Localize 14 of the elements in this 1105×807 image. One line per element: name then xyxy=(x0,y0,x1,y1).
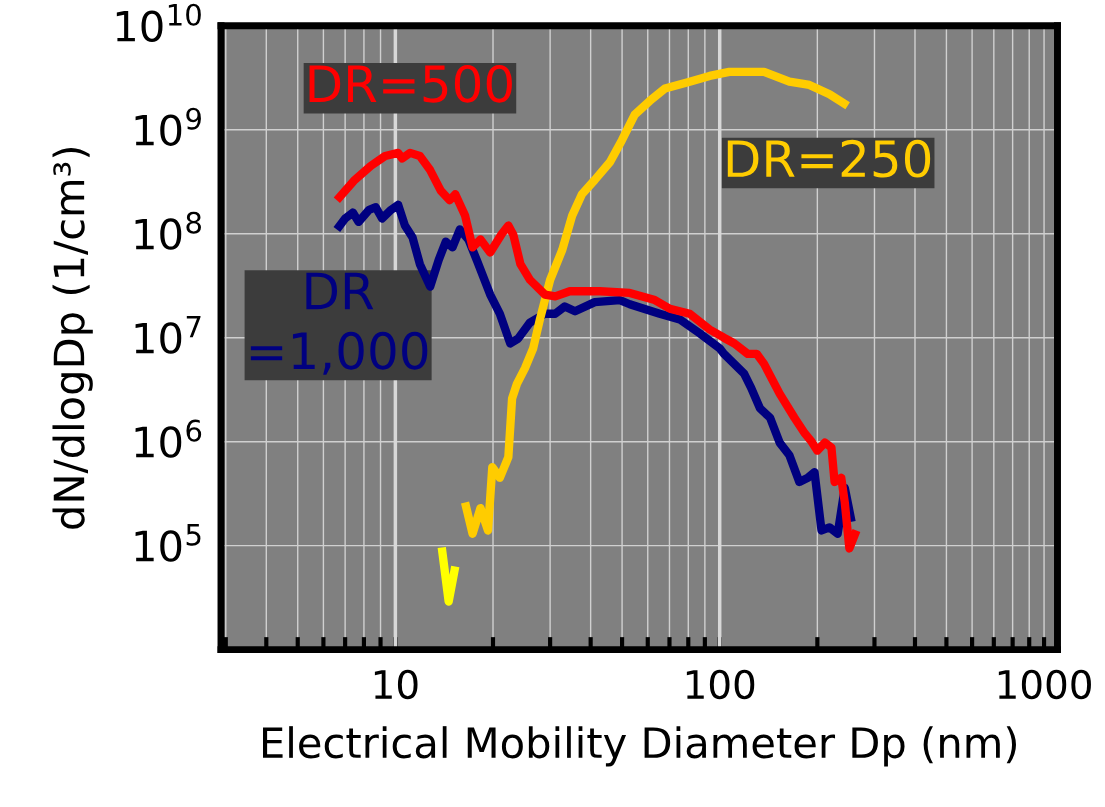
y-tick-label: 10$^{6}$ xyxy=(135,419,202,458)
series-label: DR=250 xyxy=(727,139,931,178)
x-tick-label: 100 xyxy=(686,669,755,700)
y-tick-label: 10$^{8}$ xyxy=(135,211,201,250)
x-axis-title: Electrical Mobility Diameter Dp (nm) xyxy=(263,726,1016,767)
y-tick-label: 10$^{10}$ xyxy=(116,3,201,42)
series-label: DR =1,000 xyxy=(250,272,428,375)
y-tick-label: 10$^{7}$ xyxy=(135,316,201,354)
series-label: DR=500 xyxy=(309,64,512,103)
x-tick-label: 1000 xyxy=(998,669,1091,700)
y-axis-title: dN/dlogDp (1/cm³) xyxy=(52,147,93,529)
x-tick-label: 10 xyxy=(374,669,418,700)
y-tick-label: 10$^{9}$ xyxy=(135,107,201,146)
y-tick-label: 10$^{5}$ xyxy=(135,524,201,562)
